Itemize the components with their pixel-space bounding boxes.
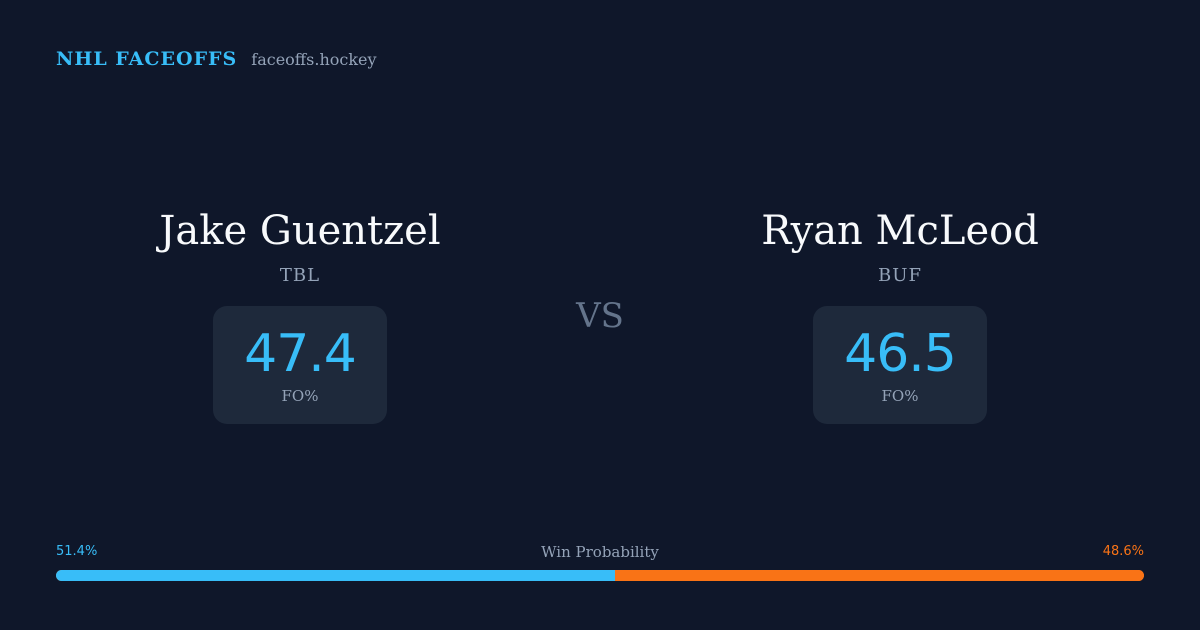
win-probability-right: 48.6% [1102, 544, 1144, 559]
vs-label: VS [576, 296, 624, 336]
stat-label-right: FO% [881, 387, 919, 405]
stat-box-right: 46.5 FO% [813, 306, 987, 424]
win-probability-bar-left [56, 570, 616, 581]
brand-domain: faceoffs.hockey [251, 50, 377, 69]
brand-header: NHL FACEOFFS faceoffs.hockey [56, 48, 377, 74]
player-team-left: TBL [279, 265, 321, 286]
stat-value-right: 46.5 [844, 324, 957, 384]
player-name-right: Ryan McLeod [761, 208, 1039, 254]
stat-value-left: 47.4 [244, 324, 357, 384]
win-probability-labels: 51.4% Win Probability 48.6% [56, 542, 1144, 562]
player-team-right: BUF [878, 265, 922, 286]
win-probability-title: Win Probability [541, 543, 659, 561]
stat-box-left: 47.4 FO% [213, 306, 387, 424]
player-card-right: Ryan McLeod BUF 46.5 FO% [650, 204, 1150, 424]
player-name-left: Jake Guentzel [159, 208, 441, 254]
brand-name: NHL FACEOFFS [56, 48, 238, 70]
win-probability-bar-right [615, 570, 1144, 581]
win-probability-bar [56, 570, 1144, 581]
stat-label-left: FO% [281, 387, 319, 405]
player-card-left: Jake Guentzel TBL 47.4 FO% [50, 204, 550, 424]
win-probability-left: 51.4% [56, 544, 98, 559]
